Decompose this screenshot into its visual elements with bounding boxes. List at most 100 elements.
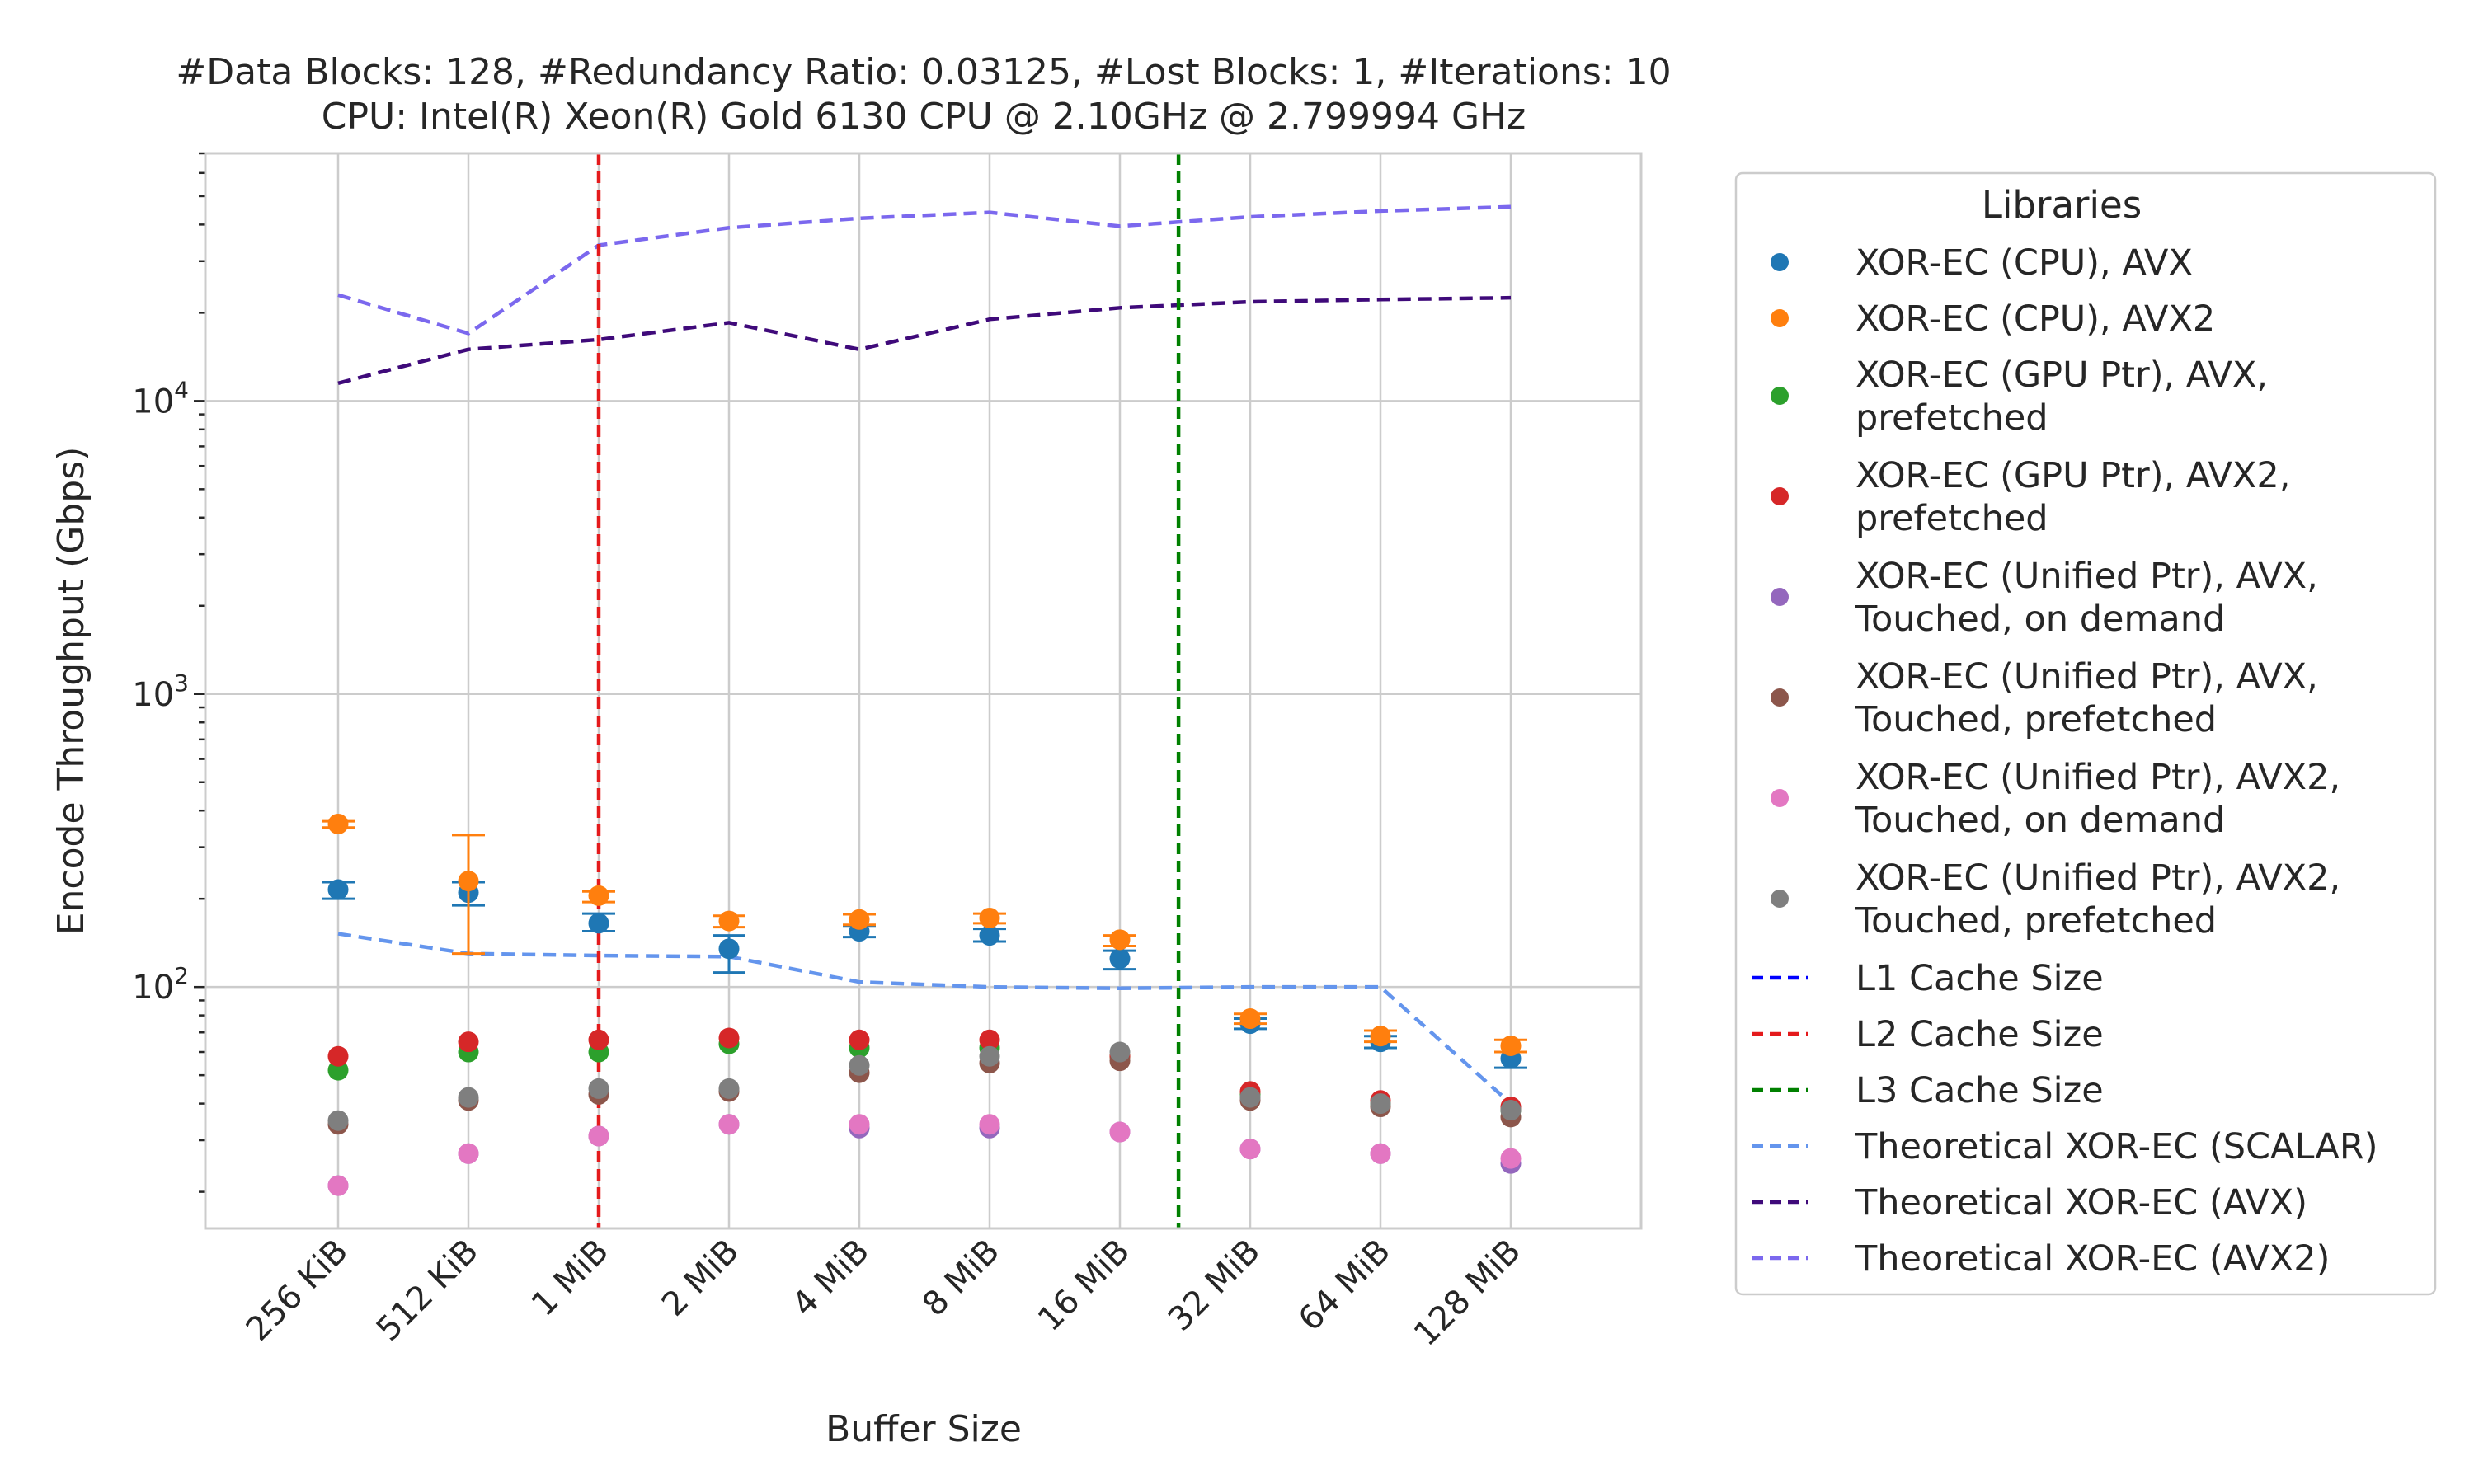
data-point xyxy=(1370,1143,1391,1164)
legend-marker xyxy=(1771,588,1789,606)
data-point xyxy=(718,910,740,932)
data-points xyxy=(322,813,1527,1196)
data-point xyxy=(458,1143,479,1164)
theoretical-lines xyxy=(337,204,1512,1106)
x-tick-label: 512 KiB xyxy=(369,1233,486,1349)
legend-label: XOR-EC (CPU), AVX2 xyxy=(1856,298,2215,340)
y-tick-labels: 102 103 104 xyxy=(132,376,189,1007)
legend-marker xyxy=(1771,789,1789,807)
legend-box xyxy=(1734,171,2437,1296)
x-tick-label: 64 MiB xyxy=(1291,1233,1398,1339)
x-tick-label: 4 MiB xyxy=(785,1233,877,1324)
x-tick-label: 32 MiB xyxy=(1161,1233,1268,1339)
data-point xyxy=(1370,1093,1391,1115)
data-point xyxy=(327,1175,349,1196)
data-point xyxy=(588,1125,609,1147)
theoretical-line xyxy=(337,204,1512,336)
legend-label: L3 Cache Size xyxy=(1856,1070,2104,1111)
data-point xyxy=(1239,1008,1261,1030)
data-point xyxy=(1109,1041,1131,1063)
data-point xyxy=(1500,1100,1522,1121)
data-point xyxy=(458,871,479,892)
legend-items: XOR-EC (CPU), AVX XOR-EC (CPU), AVX2 XOR-E… xyxy=(1752,242,2378,1280)
x-tick-labels: 256 KiB 512 KiB 1 MiB 2 MiB 4 MiB 8 MiB 16 MiB… xyxy=(239,1233,1528,1354)
data-point xyxy=(327,813,349,834)
y-axis-label: Encode Throughput (Gbps) xyxy=(50,447,92,936)
data-point xyxy=(849,1029,870,1050)
grid xyxy=(205,153,1641,1228)
data-point xyxy=(588,1078,609,1099)
data-point xyxy=(588,913,609,934)
theoretical-line xyxy=(337,295,1512,385)
legend-label: XOR-EC (Unified Ptr), AVX2, xyxy=(1856,857,2340,899)
legend-marker xyxy=(1771,890,1789,908)
legend-label: L1 Cache Size xyxy=(1856,958,2104,999)
legend-marker xyxy=(1771,487,1789,505)
legend-label: XOR-EC (CPU), AVX xyxy=(1856,242,2193,284)
data-point xyxy=(1239,1087,1261,1108)
data-point xyxy=(979,1045,1000,1067)
data-point xyxy=(979,1114,1000,1135)
chart-title-line-1: #Data Blocks: 128, #Redundancy Ratio: 0.… xyxy=(176,51,1671,93)
data-point xyxy=(327,1110,349,1131)
legend-label: Theoretical XOR-EC (AVX) xyxy=(1855,1182,2307,1223)
plot-frame xyxy=(204,152,1643,1230)
x-tick-label: 8 MiB xyxy=(915,1233,1007,1324)
data-point xyxy=(1109,1121,1131,1143)
legend-marker xyxy=(1771,688,1789,707)
x-tick-label: 2 MiB xyxy=(655,1233,746,1324)
y-tick-label: 103 xyxy=(132,669,189,714)
legend-title: Libraries xyxy=(1982,183,2142,227)
data-point xyxy=(327,1045,349,1067)
legend-label: prefetched xyxy=(1856,397,2048,439)
chart-title-line-2: CPU: Intel(R) Xeon(R) Gold 6130 CPU @ 2.… xyxy=(322,96,1526,138)
legend-label: Theoretical XOR-EC (SCALAR) xyxy=(1855,1126,2378,1167)
legend-label: XOR-EC (Unified Ptr), AVX, xyxy=(1856,656,2318,697)
data-point xyxy=(588,1029,609,1050)
legend-marker xyxy=(1771,253,1789,271)
legend-label: Touched, prefetched xyxy=(1855,900,2217,942)
legend-label: XOR-EC (Unified Ptr), AVX, xyxy=(1856,556,2318,597)
legend-label: XOR-EC (GPU Ptr), AVX2, xyxy=(1856,455,2290,496)
data-point xyxy=(588,885,609,906)
data-point xyxy=(1370,1026,1391,1047)
legend-label: Theoretical XOR-EC (AVX2) xyxy=(1855,1238,2330,1280)
data-point xyxy=(1239,1139,1261,1160)
data-point xyxy=(849,1114,870,1135)
legend-label: prefetched xyxy=(1856,498,2048,539)
data-point xyxy=(327,879,349,900)
data-point xyxy=(458,1087,479,1108)
legend-label: L2 Cache Size xyxy=(1856,1014,2104,1055)
legend-label: Touched, on demand xyxy=(1855,599,2225,640)
data-point xyxy=(1109,948,1131,970)
legend-label: XOR-EC (Unified Ptr), AVX2, xyxy=(1856,757,2340,798)
legend-label: XOR-EC (GPU Ptr), AVX, xyxy=(1856,355,2268,396)
x-tick-label: 16 MiB xyxy=(1031,1233,1137,1339)
y-tick-label: 102 xyxy=(132,962,189,1007)
data-point xyxy=(458,1031,479,1053)
data-point xyxy=(1500,1035,1522,1056)
data-point xyxy=(979,907,1000,928)
theoretical-line xyxy=(337,932,1512,1106)
y-ticks xyxy=(194,152,205,1193)
legend-marker xyxy=(1771,309,1789,327)
y-tick-label: 104 xyxy=(132,376,189,420)
data-point xyxy=(979,1029,1000,1050)
data-point xyxy=(1500,1148,1522,1169)
data-point xyxy=(718,1027,740,1049)
x-tick-label: 1 MiB xyxy=(524,1233,616,1324)
data-point xyxy=(718,1078,740,1099)
data-point xyxy=(718,938,740,960)
legend-label: Touched, prefetched xyxy=(1855,699,2217,740)
data-point xyxy=(1109,929,1131,951)
data-point xyxy=(718,1114,740,1135)
x-tick-label: 256 KiB xyxy=(239,1233,355,1349)
legend-marker xyxy=(1771,387,1789,405)
x-axis-label: Buffer Size xyxy=(825,1408,1022,1450)
x-tick-label: 128 MiB xyxy=(1407,1233,1528,1354)
data-point xyxy=(849,909,870,930)
legend-label: Touched, on demand xyxy=(1855,800,2225,841)
data-point xyxy=(849,1054,870,1076)
